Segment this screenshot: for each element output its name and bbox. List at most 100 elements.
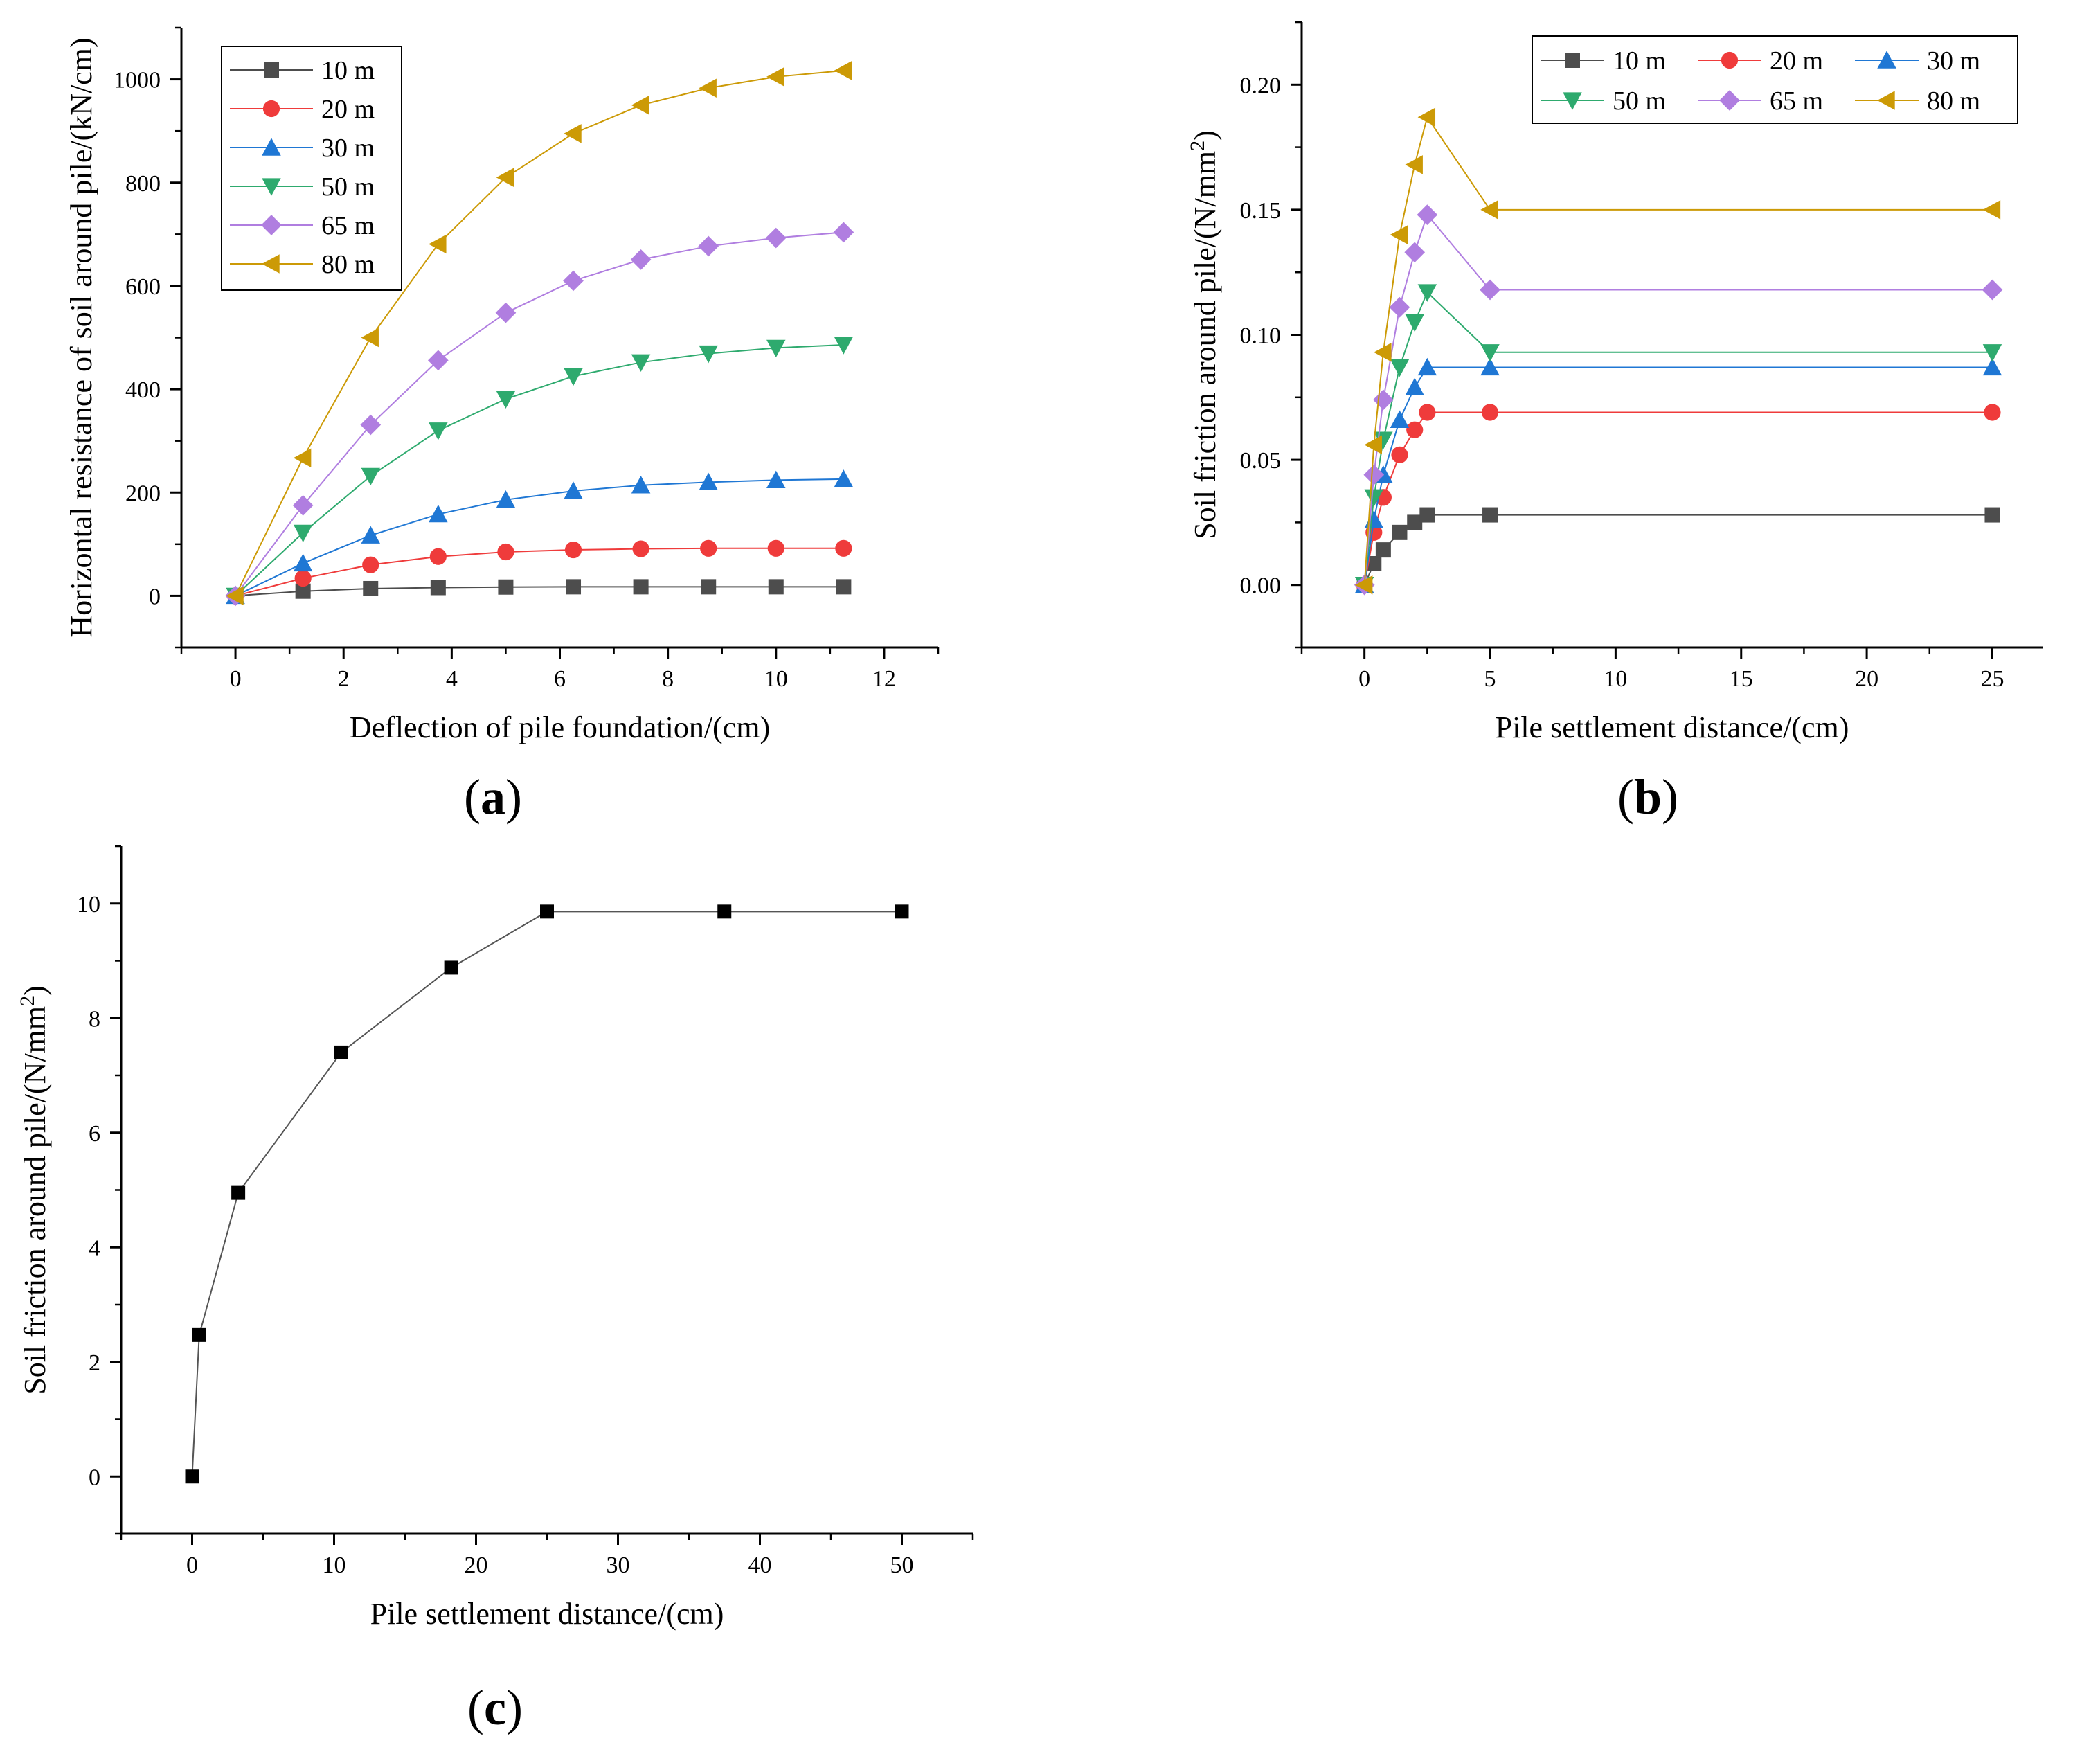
data-point: [444, 960, 458, 975]
data-point: [1392, 524, 1408, 540]
data-point: [192, 1327, 206, 1342]
y-tick-label: 4: [89, 1235, 100, 1261]
data-point: [1366, 555, 1382, 571]
data-point: [701, 579, 717, 595]
x-tick-label: 20: [465, 1552, 488, 1578]
data-point: [1481, 404, 1499, 421]
data-point: [699, 472, 718, 491]
data-point: [427, 350, 449, 371]
legend-label: 80 m: [1927, 87, 1980, 116]
data-point: [1406, 421, 1424, 438]
y-tick-label: 0.10: [1240, 323, 1282, 349]
data-point: [564, 124, 582, 143]
y-axis-label: Horizontal resistance of soil around pil…: [64, 37, 98, 637]
chart-panel-a: 0 2 4 6 8 10 12 0 200 400 600 800 1000 Deflection of …: [64, 26, 940, 744]
data-point: [1982, 357, 2002, 376]
y-tick-label: 0.05: [1240, 448, 1282, 474]
x-tick-label: 0: [230, 666, 242, 692]
series-line: [1363, 411, 1993, 585]
x-tick-label: 8: [662, 666, 674, 692]
legend-label: 20 m: [321, 95, 375, 124]
data-point: [293, 553, 313, 572]
data-point: [699, 78, 717, 98]
data-point: [631, 354, 651, 373]
data-point: [700, 539, 717, 557]
data-point: [1982, 200, 2001, 220]
legend-label: 30 m: [321, 134, 375, 163]
data-point: [363, 580, 379, 596]
x-tick-label: 2: [338, 666, 350, 692]
y-tick-label: 1000: [114, 68, 161, 93]
legend-marker: [262, 254, 280, 274]
data-point: [699, 345, 718, 364]
series-line: [235, 231, 844, 597]
data-point: [766, 339, 786, 358]
legend-label: 50 m: [321, 172, 375, 202]
x-tick-label: 15: [1730, 666, 1753, 692]
y-tick-label: 6: [89, 1121, 100, 1147]
legend-label: 30 m: [1927, 46, 1980, 75]
data-point: [1354, 575, 1373, 595]
data-point: [895, 904, 909, 919]
data-point: [495, 302, 517, 323]
x-tick-label: 10: [764, 666, 788, 692]
data-point: [1390, 410, 1410, 428]
legend-marker: [262, 138, 281, 156]
data-point: [1374, 343, 1392, 362]
data-point: [1389, 296, 1410, 318]
legend-label: 10 m: [321, 56, 375, 85]
chart-panel-b: 0 5 10 15 20 25 0.00 0.05 0.10 0.15 0.20 Pile settl…: [1186, 21, 2043, 744]
data-point: [765, 227, 787, 249]
data-point: [834, 61, 852, 80]
data-point: [293, 448, 312, 468]
x-tick-label: 5: [1484, 666, 1496, 692]
series-line: [1363, 514, 1993, 586]
x-tick-label: 0: [186, 1552, 198, 1578]
data-point: [429, 504, 448, 523]
data-point: [1480, 357, 1500, 376]
legend-marker: [264, 62, 279, 78]
y-tick-label: 2: [89, 1350, 100, 1376]
series-line: [235, 586, 844, 597]
series-line: [235, 69, 844, 596]
y-tick-label: 0.20: [1240, 73, 1282, 98]
legend-box: [1532, 35, 2018, 124]
data-point: [334, 1045, 348, 1059]
x-axis-label: Deflection of pile foundation/(cm): [350, 710, 770, 744]
data-point: [1405, 377, 1424, 396]
data-point: [226, 586, 244, 606]
series-line: [235, 478, 844, 597]
data-point: [1404, 242, 1426, 263]
x-tick-label: 10: [323, 1552, 346, 1578]
x-axis-label: Pile settlement distance/(cm): [370, 1597, 724, 1631]
data-point: [1390, 359, 1410, 377]
data-point: [1982, 344, 2002, 362]
x-tick-label: 4: [446, 666, 458, 692]
y-tick-label: 600: [125, 274, 161, 300]
data-point: [833, 222, 854, 243]
legend-marker: [261, 215, 282, 235]
data-point: [633, 579, 649, 595]
legend-marker: [1719, 90, 1740, 111]
data-point: [768, 579, 784, 595]
data-point: [1482, 507, 1498, 523]
data-point: [1364, 510, 1384, 528]
legend-marker: [1877, 51, 1896, 69]
data-point: [1390, 225, 1408, 244]
y-tick-label: 400: [125, 377, 161, 403]
data-point: [1480, 200, 1498, 220]
data-point: [1984, 507, 2000, 523]
series-line: [191, 911, 902, 1477]
x-tick-label: 25: [1980, 666, 2004, 692]
data-point: [1364, 435, 1382, 455]
data-point: [430, 580, 446, 596]
series-line: [1363, 291, 1993, 585]
data-point: [1391, 446, 1408, 463]
x-tick-label: 6: [554, 666, 566, 692]
x-axis-label: Pile settlement distance/(cm): [1496, 710, 1849, 744]
data-point: [429, 234, 447, 254]
data-point: [1984, 404, 2001, 421]
data-point: [1417, 357, 1437, 376]
data-point: [834, 337, 854, 355]
